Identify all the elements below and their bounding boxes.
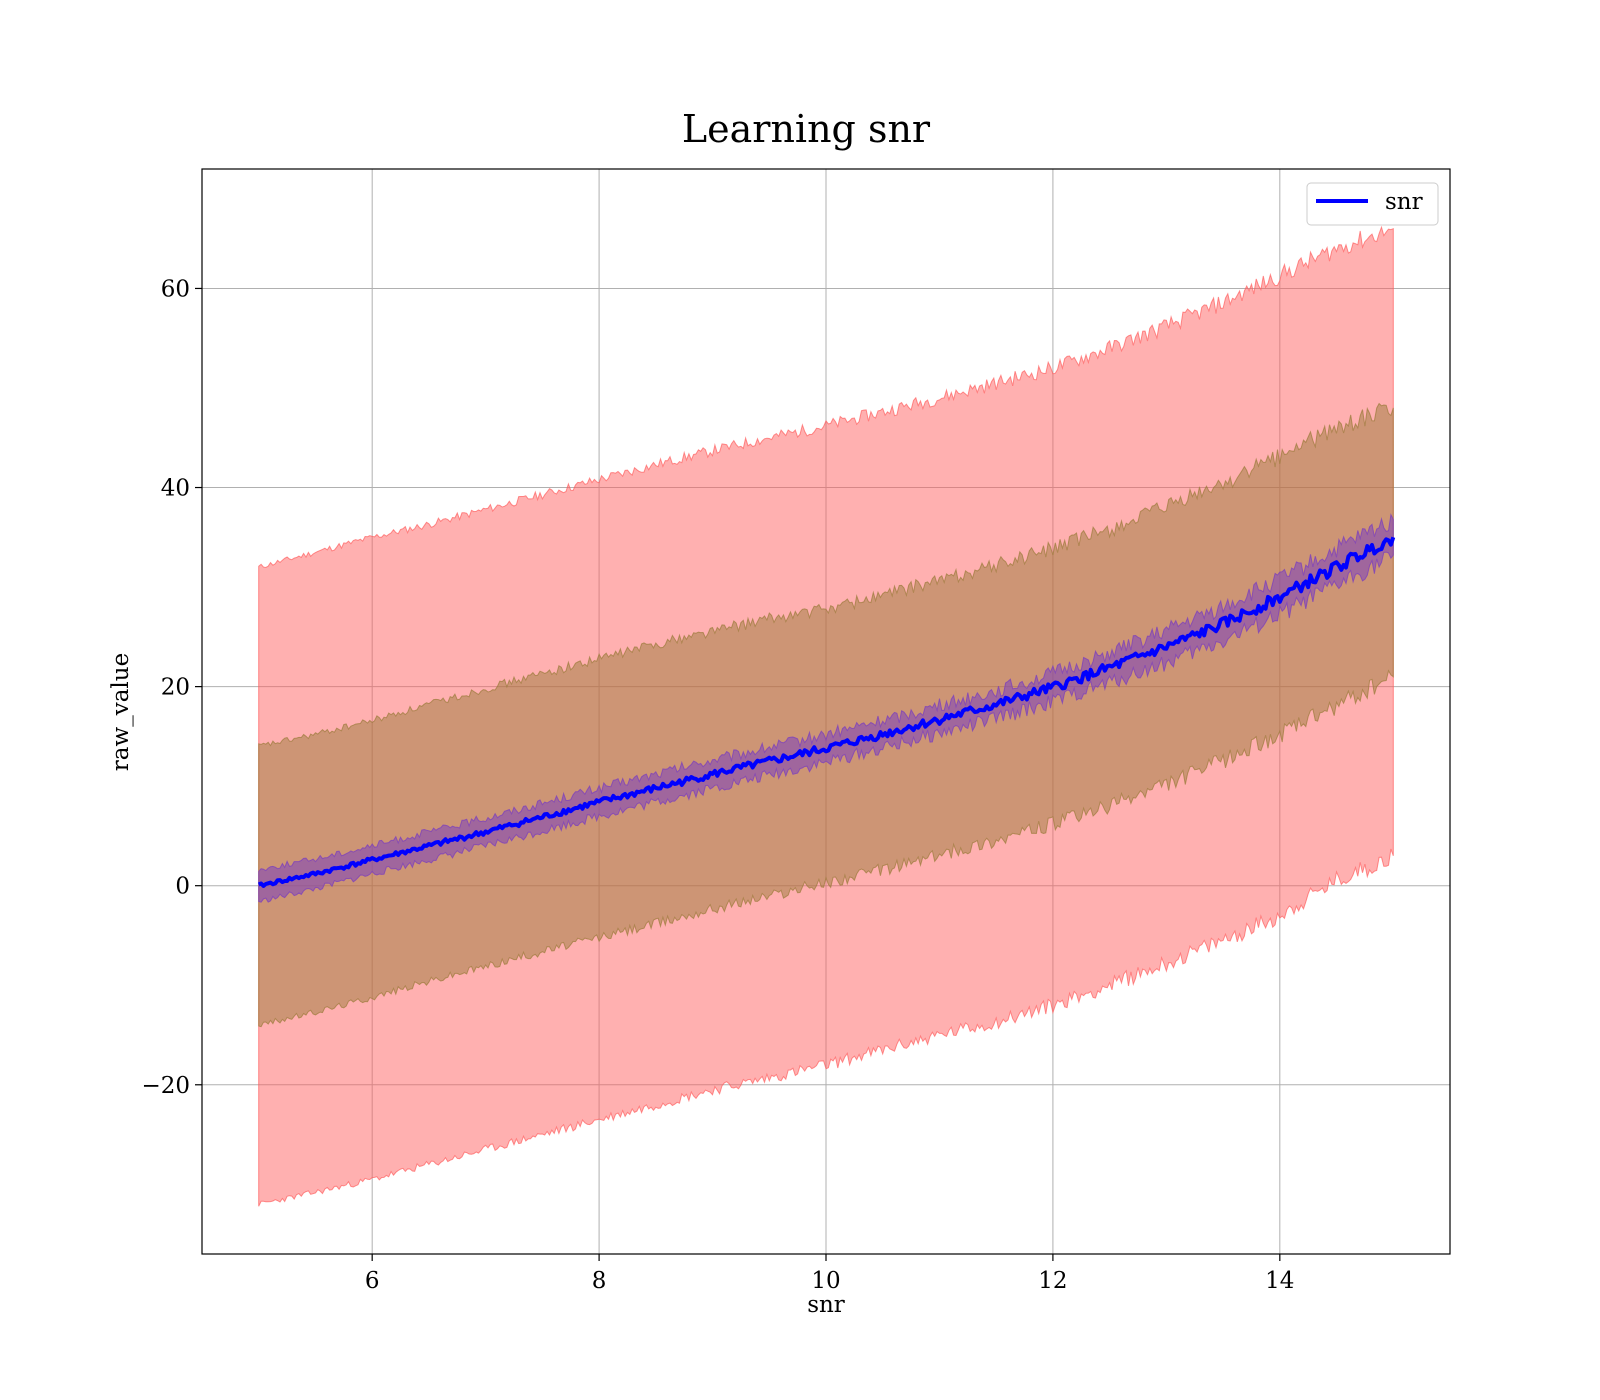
x-tick-label: 8 [592,1268,607,1294]
x-tick-label: 6 [365,1268,380,1294]
plot-area [202,169,1450,1254]
x-tick-label: 14 [1265,1268,1294,1294]
legend-box [1306,182,1439,226]
y-tick-label: −20 [141,1073,190,1099]
x-axis-label: snr [807,1292,845,1318]
y-tick-label: 60 [161,276,190,302]
x-tick-label: 10 [811,1268,840,1294]
y-tick-label: 40 [161,476,190,502]
y-axis-label: raw_value [108,653,134,771]
y-tick-label: 0 [175,874,190,900]
legend-label-snr: snr [1385,189,1423,215]
chart-title: Learning snr [682,107,931,151]
series-line-snr [257,536,1396,888]
axis-ticks: 6 8 10 12 14 −20 0 20 40 60 [141,276,1294,1294]
y-tick-label: 20 [161,675,190,701]
confidence-band-2 [258,513,1394,903]
legend: snr [1306,182,1439,226]
x-tick-label: 12 [1038,1268,1067,1294]
confidence-band-1 [258,402,1394,1028]
